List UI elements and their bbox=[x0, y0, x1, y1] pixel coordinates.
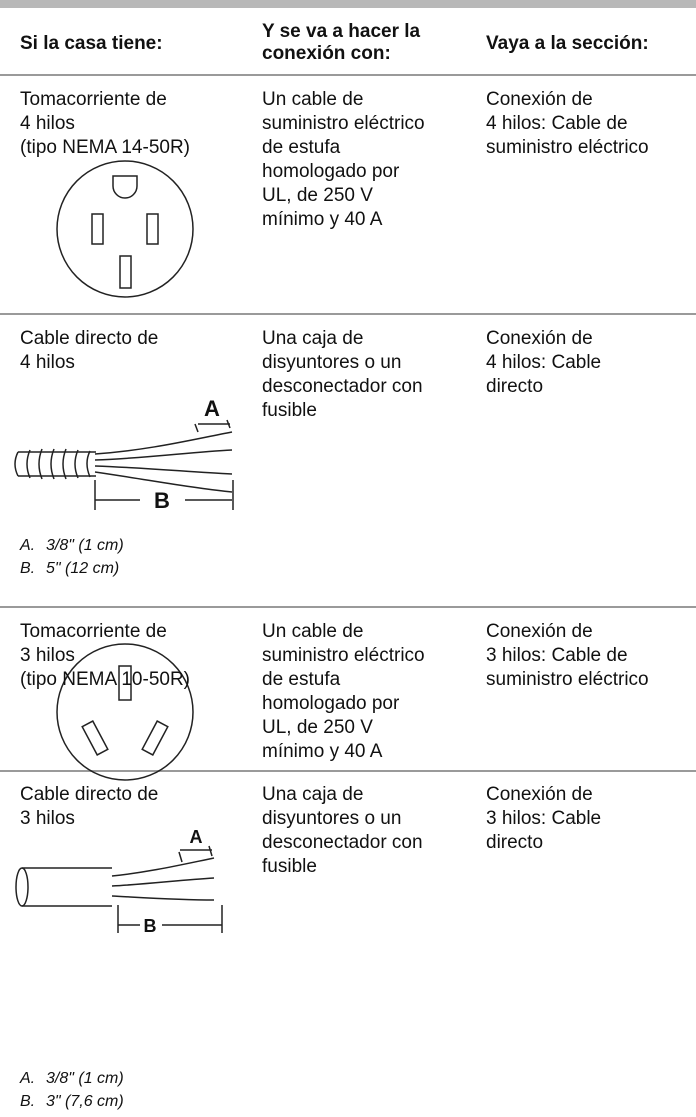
cell-text: suministro eléctrico bbox=[262, 645, 425, 666]
cell-text: fusible bbox=[262, 856, 317, 877]
top-bar bbox=[0, 0, 696, 8]
cell-text: Una caja de bbox=[262, 328, 364, 349]
socket-3-wire bbox=[56, 643, 194, 781]
separator bbox=[0, 74, 696, 76]
cell-text: UL, de 250 V bbox=[262, 185, 373, 206]
cell-text: 4 hilos bbox=[20, 352, 75, 373]
cell-text: 3 hilos bbox=[20, 645, 75, 666]
cell-text: Cable directo de bbox=[20, 328, 159, 349]
cell-text: Conexión de bbox=[486, 784, 593, 805]
cell-text: (tipo NEMA 10-50R) bbox=[20, 669, 191, 690]
cell-text: fusible bbox=[262, 400, 317, 421]
cell-text: suministro eléctrico bbox=[262, 113, 425, 134]
figure-label: A bbox=[190, 827, 203, 847]
separator bbox=[0, 606, 696, 608]
cell-text: desconectador con bbox=[262, 832, 423, 853]
cable-4-wire: A B bbox=[14, 396, 234, 513]
cell-text: (tipo NEMA 14-50R) bbox=[20, 137, 191, 158]
cell-text: Un cable de bbox=[262, 89, 364, 110]
separator bbox=[0, 313, 696, 315]
cell-text: Tomacorriente de bbox=[20, 89, 167, 110]
cable-3-wire: A B bbox=[15, 827, 223, 936]
caption-text: 3/8" (1 cm) bbox=[46, 537, 124, 554]
figure-label: B bbox=[144, 916, 157, 936]
cell-text: mínimo y 40 A bbox=[262, 741, 383, 762]
cell-text: directo bbox=[486, 376, 544, 397]
caption-text: 3" (7,6 cm) bbox=[46, 1093, 124, 1110]
caption-letter: B. bbox=[20, 560, 36, 577]
cell-text: suministro eléctrico bbox=[486, 669, 649, 690]
cell-text: UL, de 250 V bbox=[262, 717, 373, 738]
cell-text: disyuntores o un bbox=[262, 352, 402, 373]
cell-text: desconectador con bbox=[262, 376, 423, 397]
header-cell: Si la casa tiene: bbox=[20, 33, 163, 54]
figure-label: B bbox=[154, 488, 170, 513]
cell-text: 4 hilos bbox=[20, 113, 75, 134]
cell-text: Conexión de bbox=[486, 621, 593, 642]
cell-text: Tomacorriente de bbox=[20, 621, 167, 642]
caption-text: 3/8" (1 cm) bbox=[46, 1070, 124, 1087]
cell-text: 3 hilos bbox=[20, 808, 75, 829]
socket-4-wire bbox=[56, 160, 194, 298]
caption-letter: A. bbox=[20, 537, 36, 554]
cell-text: Cable directo de bbox=[20, 784, 159, 805]
caption-letter: A. bbox=[20, 1070, 36, 1087]
cell-text: 4 hilos: Cable bbox=[486, 352, 602, 373]
cell-text: homologado por bbox=[262, 693, 400, 714]
cell-text: directo bbox=[486, 832, 544, 853]
caption-letter: B. bbox=[20, 1093, 36, 1110]
separator bbox=[0, 770, 696, 772]
cell-text: Un cable de bbox=[262, 621, 364, 642]
caption-text: 5" (12 cm) bbox=[46, 560, 120, 577]
cell-text: 3 hilos: Cable bbox=[486, 808, 602, 829]
cell-text: de estufa bbox=[262, 669, 341, 690]
cell-text: Conexión de bbox=[486, 328, 593, 349]
header-cell: Vaya a la sección: bbox=[486, 33, 649, 54]
cell-text: 3 hilos: Cable de bbox=[486, 645, 628, 666]
cell-text: Una caja de bbox=[262, 784, 364, 805]
header-cell: conexión con: bbox=[262, 43, 391, 64]
figure-label: A bbox=[204, 396, 220, 421]
cell-text: de estufa bbox=[262, 137, 341, 158]
header-cell: Y se va a hacer la bbox=[262, 21, 421, 42]
cell-text: homologado por bbox=[262, 161, 400, 182]
cell-text: disyuntores o un bbox=[262, 808, 402, 829]
cell-text: 4 hilos: Cable de bbox=[486, 113, 628, 134]
cell-text: suministro eléctrico bbox=[486, 137, 649, 158]
cell-text: Conexión de bbox=[486, 89, 593, 110]
cell-text: mínimo y 40 A bbox=[262, 209, 383, 230]
